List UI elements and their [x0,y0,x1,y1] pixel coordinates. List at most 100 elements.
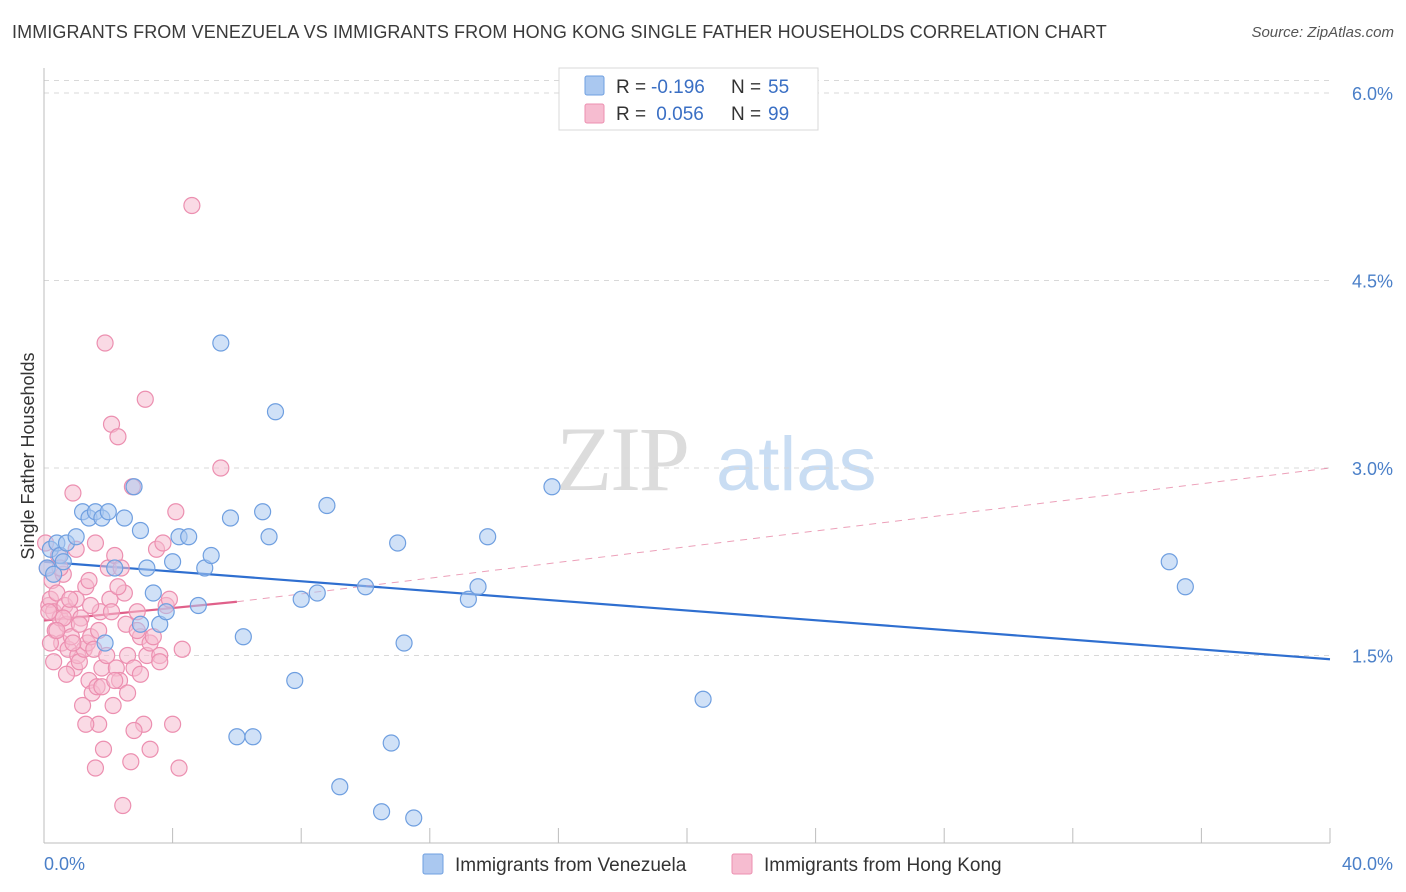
point-hongkong [61,590,79,608]
point-hongkong [94,740,113,758]
point-hongkong [73,696,92,715]
x-tick-label-max: 40.0% [1342,854,1393,874]
point-hongkong [80,571,98,590]
point-venezuela [389,534,407,552]
y-axis-label: Single Father Households [18,352,38,559]
y-tick-label: 1.5% [1352,647,1393,667]
point-venezuela [212,334,230,352]
point-venezuela [99,503,117,521]
point-hongkong [57,665,76,683]
point-venezuela [221,509,240,527]
point-hongkong [82,596,100,615]
point-venezuela [382,734,400,752]
point-hongkong [167,503,185,521]
source-credit: Source: ZipAtlas.com [1251,24,1394,41]
point-venezuela [694,690,712,708]
legend-n-value-venezuela: 55 [768,77,789,98]
bottom-legend-swatch-hongkong [731,853,753,875]
point-hongkong [70,615,88,633]
point-venezuela [260,528,278,546]
point-hongkong [170,759,188,777]
point-hongkong [64,634,82,652]
legend-swatch-hongkong [584,103,605,124]
point-venezuela [131,521,150,540]
point-hongkong [183,196,201,215]
point-hongkong [125,721,143,740]
legend: R = -0.196 N = 55 R = 0.056 N = 99 [558,67,819,131]
point-hongkong [109,428,127,446]
chart-title: IMMIGRANTS FROM VENEZUELA VS IMMIGRANTS … [12,22,1107,42]
point-venezuela [469,578,487,596]
point-hongkong [164,715,182,733]
point-venezuela [144,584,162,602]
legend-r-label-hongkong: R = [616,104,646,125]
point-hongkong [86,534,105,552]
legend-swatch-venezuela [584,75,605,96]
point-venezuela [180,528,198,546]
point-venezuela [308,584,326,602]
point-hongkong [104,696,122,715]
point-venezuela [254,503,272,521]
watermark-zip: ZIP [556,408,688,510]
point-hongkong [131,665,150,683]
point-hongkong [122,753,140,771]
y-tick-label: 6.0% [1352,84,1393,104]
point-venezuela [372,803,391,821]
point-hongkong [77,715,95,733]
bottom-legend-swatch-venezuela [422,853,444,875]
bottom-legend-label-hongkong: Immigrants from Hong Kong [764,855,1002,876]
point-hongkong [106,671,124,690]
point-hongkong [102,603,121,621]
point-hongkong [109,578,127,596]
point-hongkong [151,653,169,671]
point-venezuela [318,496,336,515]
point-hongkong [40,603,58,621]
point-venezuela [131,615,150,633]
point-venezuela [157,603,175,621]
legend-n-value-hongkong: 99 [768,104,789,125]
point-venezuela [244,728,262,746]
point-venezuela [1160,553,1178,571]
watermark-atlas: atlas [716,422,877,507]
bottom-legend: Immigrants from Venezuela Immigrants fro… [422,853,1002,876]
point-venezuela [479,528,497,546]
point-venezuela [164,553,182,571]
y-tick-label: 4.5% [1352,272,1393,292]
legend-n-label-hongkong: N = [731,104,761,125]
point-venezuela [292,590,310,608]
point-hongkong [136,390,154,408]
x-tick-label-min: 0.0% [44,854,85,874]
point-hongkong [173,640,191,658]
point-hongkong [141,740,159,758]
point-hongkong [48,621,66,640]
point-venezuela [356,578,375,596]
point-venezuela [45,565,63,583]
point-venezuela [1176,578,1194,596]
point-venezuela [138,559,156,577]
point-venezuela [286,671,304,690]
point-venezuela [405,809,423,827]
point-venezuela [395,634,413,652]
point-venezuela [115,509,133,527]
legend-r-value-venezuela: -0.196 [651,77,705,98]
point-venezuela [189,596,207,615]
point-hongkong [86,759,105,777]
point-venezuela [228,728,246,746]
point-hongkong [154,534,172,552]
point-hongkong [45,653,63,671]
point-venezuela [266,403,285,421]
point-hongkong [212,459,230,477]
y-tick-label: 3.0% [1352,459,1393,479]
watermark: ZIP atlas [556,408,877,510]
bottom-legend-label-venezuela: Immigrants from Venezuela [455,855,687,876]
legend-r-value-hongkong: 0.056 [651,104,704,125]
legend-r-label-venezuela: R = [616,77,646,98]
point-hongkong [64,484,82,502]
point-venezuela [106,559,124,577]
legend-n-label-venezuela: N = [731,77,761,98]
point-venezuela [459,590,477,608]
point-hongkong [114,796,132,815]
point-venezuela [202,546,220,565]
trendline-venezuela [43,560,1331,661]
